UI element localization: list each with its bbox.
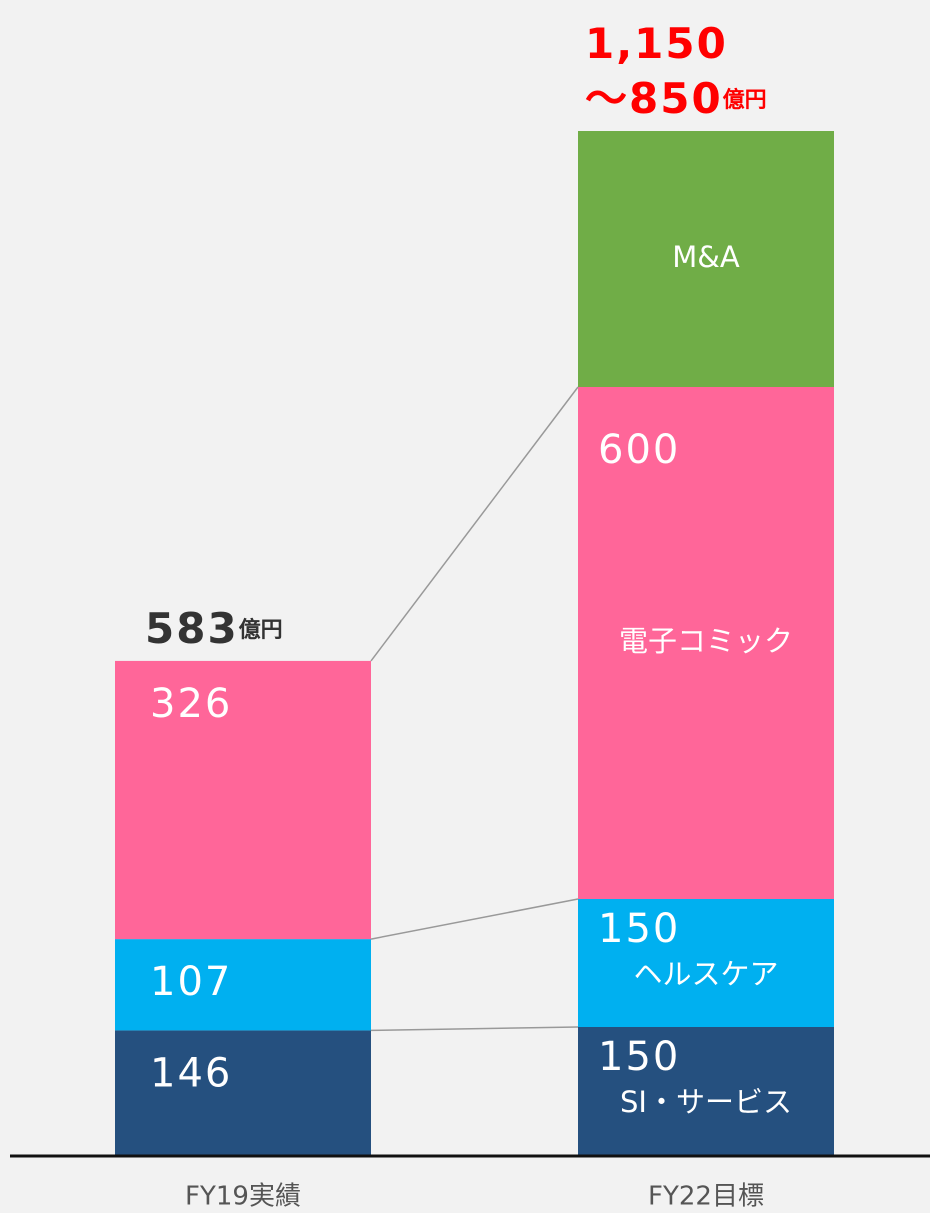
bar-segment — [578, 387, 834, 899]
connector — [370, 1026, 579, 1032]
connector — [370, 898, 579, 940]
bar-segment — [578, 1027, 834, 1155]
total-label: ～850億円 — [585, 74, 767, 123]
connector — [370, 386, 579, 662]
segment-name: M&A — [672, 240, 740, 274]
total-number: ～850 — [585, 74, 723, 123]
total-unit: 億円 — [723, 87, 767, 113]
segment-name: 電子コミック — [619, 624, 793, 658]
value-label: 150 — [598, 1034, 680, 1080]
value-label: 107 — [150, 959, 232, 1005]
total-label: 1,150 — [585, 19, 728, 68]
value-label: 150 — [598, 906, 680, 952]
bar-segment — [115, 660, 371, 940]
x-tick-label: FY19実績 — [185, 1182, 301, 1212]
bar-segment — [115, 1030, 371, 1155]
value-label: 326 — [150, 681, 232, 727]
segment-name: SI・サービス — [620, 1085, 792, 1119]
value-label: 600 — [598, 427, 680, 473]
bar-segment — [115, 939, 371, 1031]
total-label: 583億円 — [145, 603, 283, 652]
bar-segment — [578, 131, 834, 387]
total-unit: 億円 — [239, 617, 283, 643]
segment-name: ヘルスケア — [633, 957, 778, 991]
value-label: 146 — [150, 1050, 232, 1096]
total-number: 583 — [145, 603, 239, 652]
total-number: 1,150 — [585, 19, 728, 68]
bar-segment — [578, 899, 834, 1027]
x-tick-label: FY22目標 — [648, 1182, 764, 1212]
